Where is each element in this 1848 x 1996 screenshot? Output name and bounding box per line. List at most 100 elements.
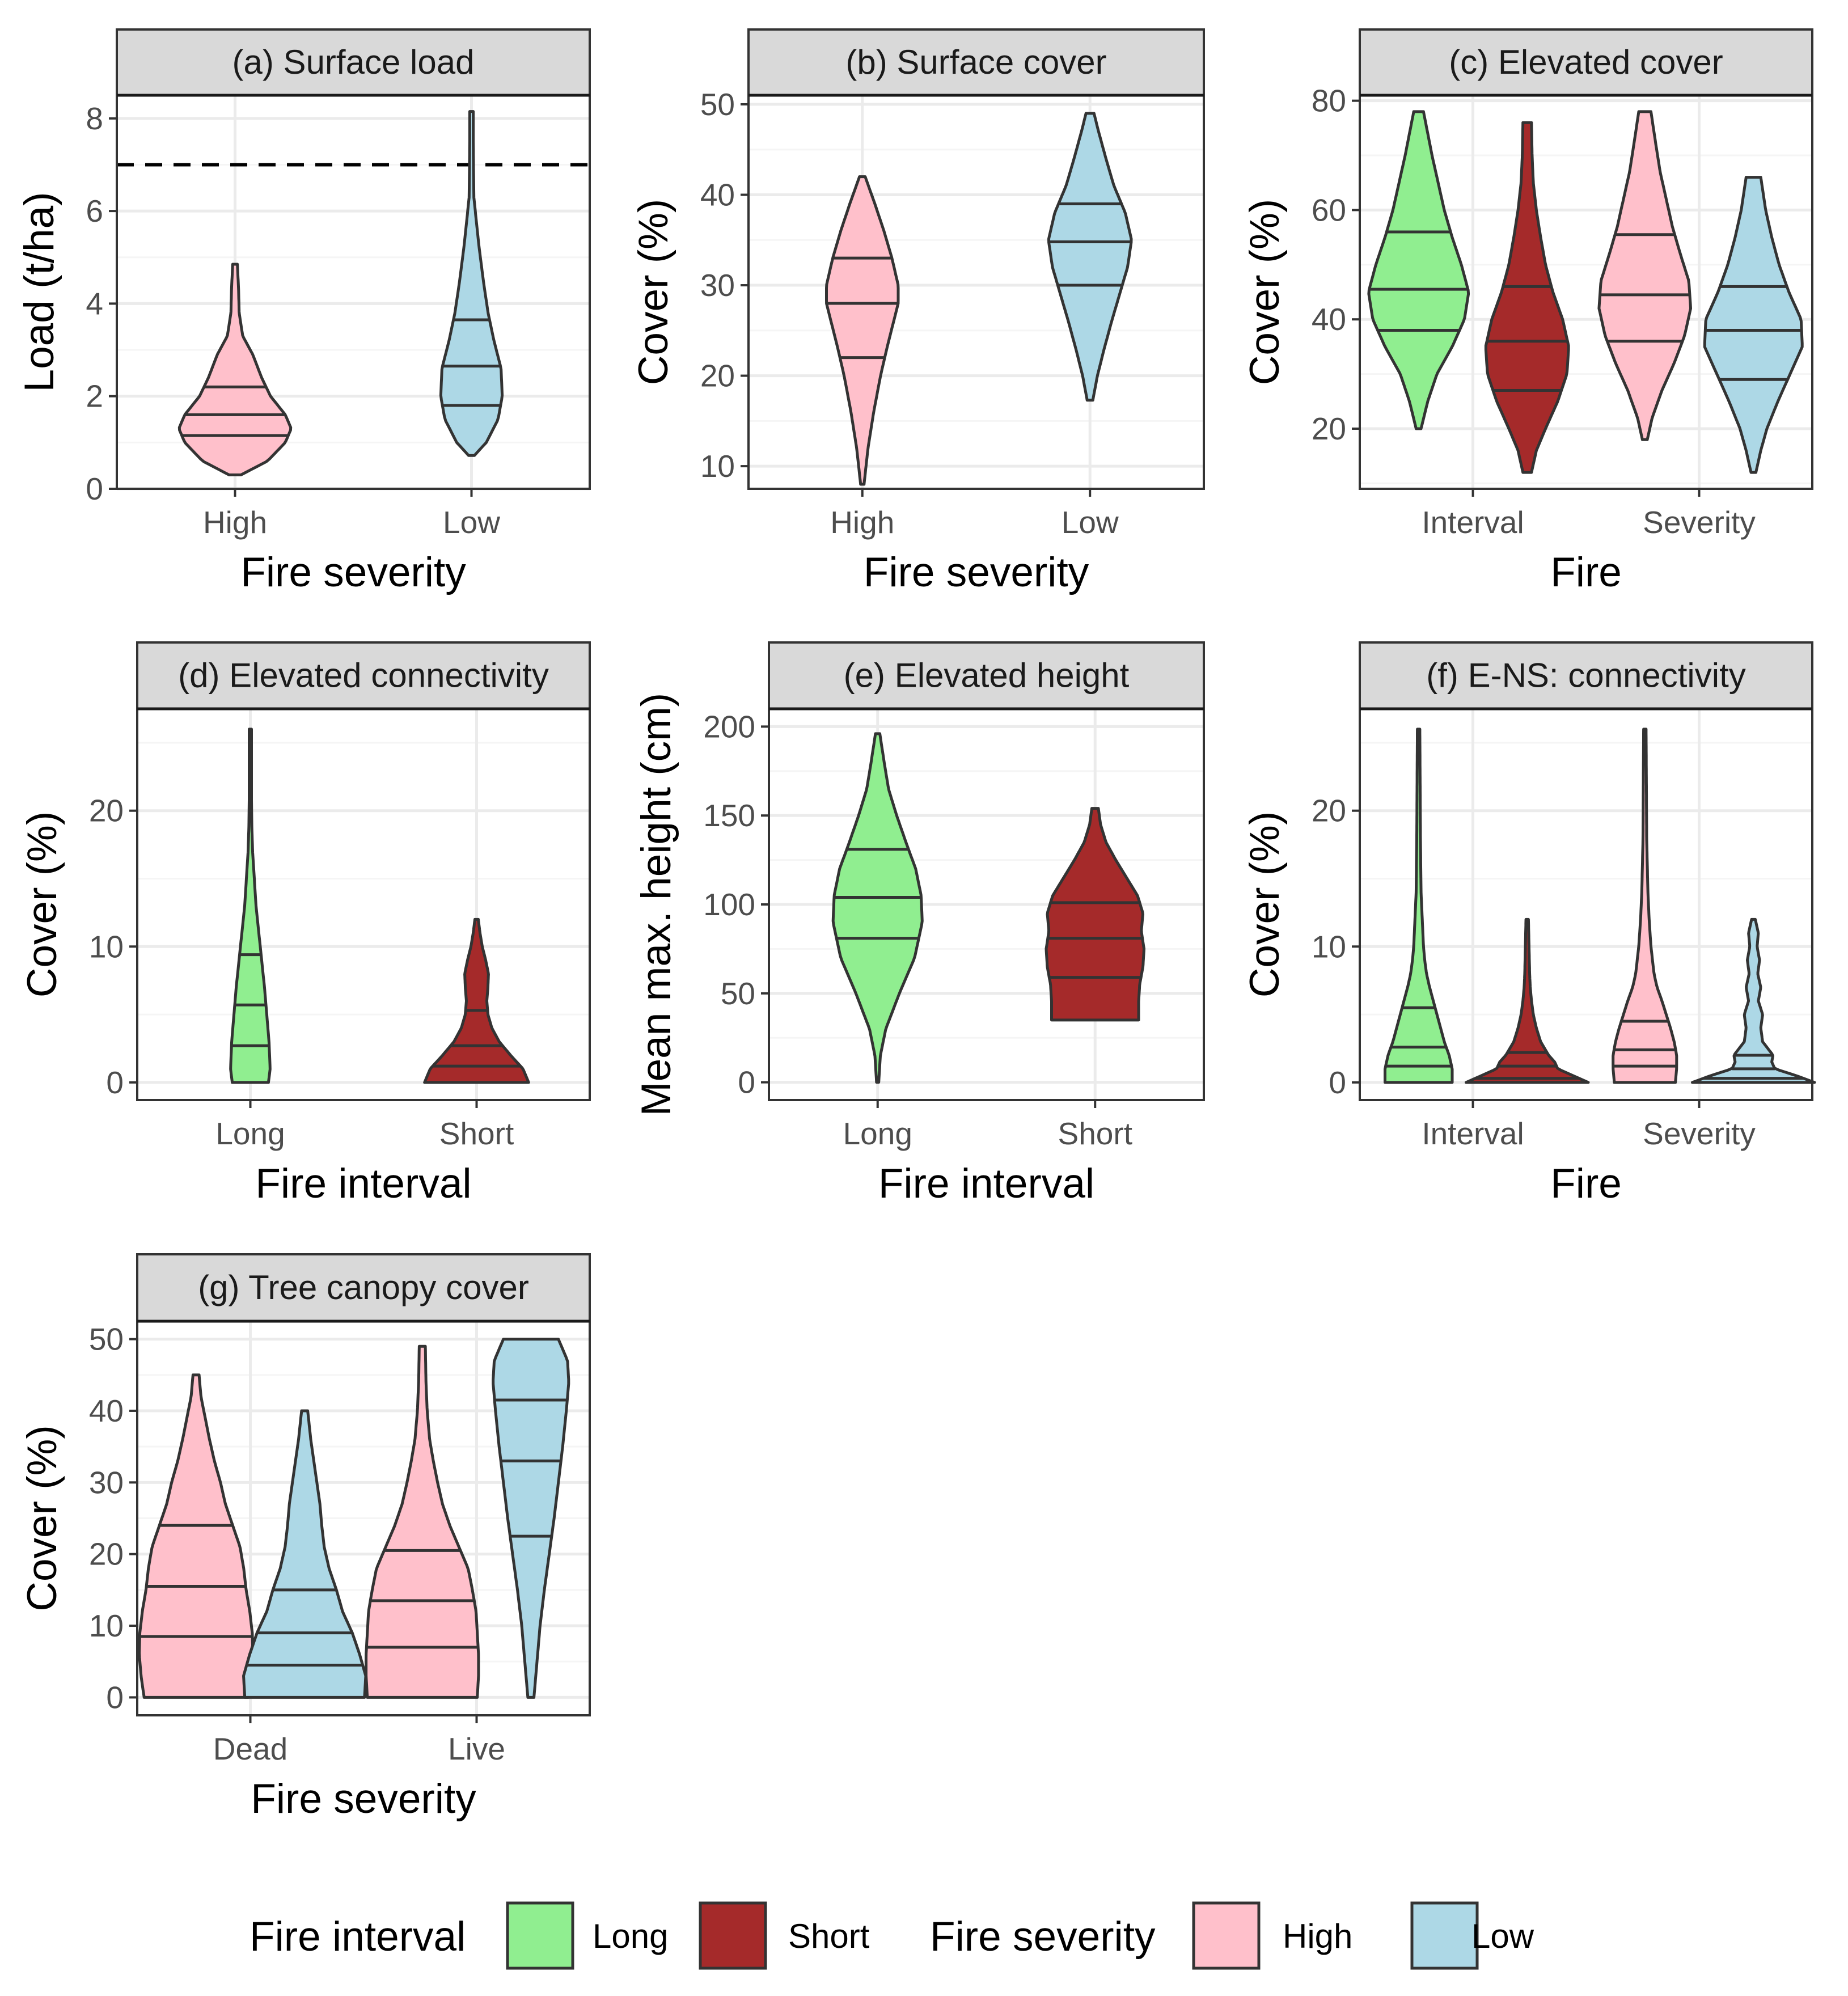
x-tick-label: Interval (1422, 505, 1524, 540)
y-axis-title: Cover (%) (19, 1425, 65, 1612)
y-tick-label: 0 (738, 1065, 755, 1100)
x-tick-label: Interval (1422, 1116, 1524, 1151)
x-tick-label: High (830, 505, 894, 540)
strip-title: (g) Tree canopy cover (198, 1268, 529, 1306)
x-axis-title: Fire (1550, 1161, 1622, 1207)
violin-short-short (423, 917, 530, 1084)
violin-low-low (439, 110, 504, 457)
strip (768, 641, 1205, 710)
legend-title-fire-interval: Fire interval (249, 1914, 466, 1960)
y-tick-label: 100 (703, 887, 755, 922)
y-tick-label: 50 (89, 1322, 124, 1357)
strip-title: (d) Elevated connectivity (178, 657, 549, 695)
legend: Fire interval Long Short Fire severity H… (249, 1901, 1534, 1970)
y-tick-label: 2 (86, 379, 103, 414)
x-tick-label: Severity (1643, 1116, 1756, 1151)
strip (136, 1253, 591, 1322)
strip (747, 28, 1205, 96)
y-tick-label: 20 (89, 793, 124, 828)
y-tick-label: 40 (89, 1393, 124, 1428)
violin-dead-low (242, 1409, 367, 1699)
strip-title: (e) Elevated height (844, 657, 1130, 695)
y-tick-label: 60 (1312, 192, 1346, 227)
x-tick-label: Short (1058, 1116, 1132, 1151)
legend-key-short (699, 1901, 767, 1970)
panel-f-e-ns-connectivity: (f) E-NS: connectivity 0 10 20 Interval Sever… (1242, 641, 1816, 1207)
x-axis-title: Fire severity (251, 1776, 476, 1822)
panel-background (748, 95, 1204, 489)
y-tick-label: 30 (700, 268, 735, 303)
y-tick-label: 0 (106, 1680, 124, 1715)
y-tick-label: 40 (1312, 302, 1346, 337)
y-tick-label: 6 (86, 193, 103, 229)
y-axis-title: Mean max. height (cm) (633, 693, 679, 1116)
violin-long-long (229, 728, 272, 1084)
y-tick-label: 20 (1312, 411, 1346, 446)
violin-high-high (825, 175, 900, 486)
strip (1359, 28, 1813, 96)
y-tick-label: 10 (1312, 929, 1346, 964)
y-tick-label: 20 (700, 358, 735, 394)
violin-interval-short (1465, 917, 1590, 1084)
y-tick-label: 50 (721, 976, 755, 1011)
violin-severity-high (1597, 110, 1692, 441)
strip-title: (c) Elevated cover (1449, 43, 1723, 81)
violin-low-low (1047, 112, 1133, 402)
y-axis-title: Cover (%) (19, 811, 65, 998)
legend-title-fire-severity: Fire severity (930, 1914, 1156, 1960)
violin-long-long (831, 732, 924, 1084)
panel-g-tree-canopy-cover: (g) Tree canopy cover 0 10 20 30 40 50 Dead Live… (19, 1253, 591, 1822)
x-axis-title: Fire interval (255, 1161, 471, 1207)
panel-b-surface-cover: (b) Surface cover 10 20 30 40 50 High Low Fire s… (631, 28, 1205, 595)
y-tick-label: 30 (89, 1465, 124, 1500)
y-tick-label: 50 (700, 87, 735, 122)
panel-a-surface-load: (a) Surface load 0 2 4 6 8 High Low Fire severit… (16, 28, 591, 595)
violin-live-high (365, 1344, 480, 1699)
legend-label-low: Low (1471, 1917, 1534, 1955)
y-axis-title: Cover (%) (1242, 199, 1288, 386)
panel-background (137, 709, 590, 1100)
strip-title: (a) Surface load (232, 43, 475, 81)
x-tick-label: Severity (1643, 505, 1756, 540)
x-tick-label: Short (439, 1116, 514, 1151)
x-axis-title: Fire (1550, 549, 1622, 595)
y-tick-label: 10 (89, 929, 124, 964)
x-tick-label: Long (215, 1116, 285, 1151)
violin-severity-high (1612, 728, 1678, 1084)
violin-live-low (492, 1338, 570, 1699)
y-tick-label: 0 (106, 1065, 124, 1100)
y-tick-label: 20 (89, 1537, 124, 1572)
y-axis-title: Cover (%) (1242, 811, 1288, 998)
panel-e-elevated-height: (e) Elevated height 0 50 100 150 200 Long Short… (633, 641, 1205, 1207)
y-tick-label: 10 (89, 1608, 124, 1643)
violin-interval-short (1484, 121, 1570, 474)
x-tick-label: Low (443, 505, 500, 540)
panels-layer: (a) Surface load 0 2 4 6 8 High Low Fire severit… (16, 28, 1816, 1822)
legend-key-long (506, 1901, 574, 1970)
legend-key-high (1192, 1901, 1261, 1970)
y-tick-label: 150 (703, 798, 755, 833)
y-tick-label: 80 (1312, 83, 1346, 119)
legend-key-low (1410, 1901, 1479, 1970)
legend-label-high: High (1283, 1917, 1352, 1955)
x-axis-title: Fire severity (864, 549, 1089, 595)
x-axis-title: Fire interval (878, 1161, 1094, 1207)
x-tick-label: Low (1062, 505, 1119, 540)
violin-severity-low (1703, 176, 1804, 474)
y-axis-title: Cover (%) (631, 199, 676, 386)
y-tick-label: 8 (86, 101, 103, 136)
y-tick-label: 0 (86, 471, 103, 506)
x-tick-label: Live (448, 1731, 505, 1766)
strip-title: (b) Surface cover (845, 43, 1106, 81)
x-tick-label: Dead (213, 1731, 287, 1766)
x-tick-label: Long (843, 1116, 912, 1151)
y-tick-label: 0 (1329, 1065, 1346, 1100)
y-tick-label: 40 (700, 177, 735, 212)
legend-label-long: Long (593, 1917, 668, 1955)
strip (1359, 641, 1813, 710)
strip (136, 641, 591, 710)
y-tick-label: 10 (700, 449, 735, 484)
strip-title: (f) E-NS: connectivity (1426, 657, 1745, 695)
violin-short-short (1044, 807, 1145, 1022)
